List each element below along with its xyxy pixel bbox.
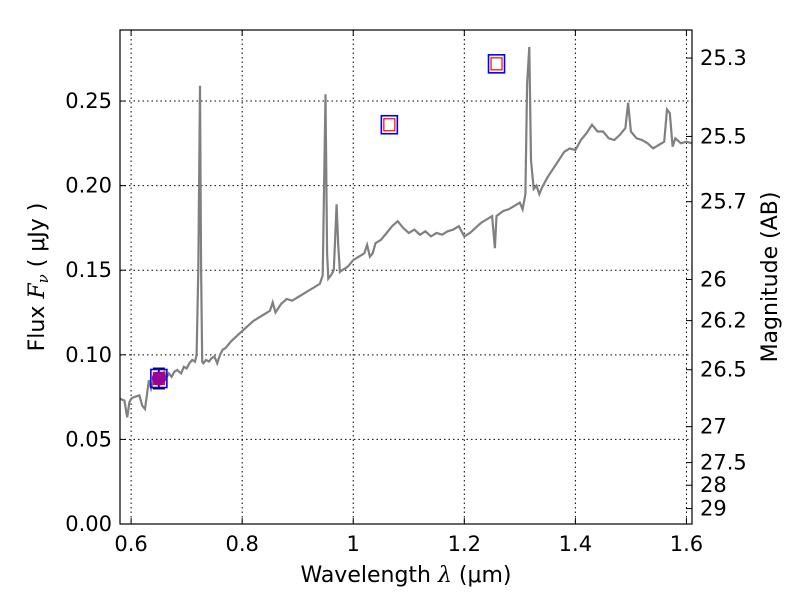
x-tick-label: 0.6 bbox=[114, 532, 147, 556]
x-tick-label: 1 bbox=[347, 532, 360, 556]
magnitude-tick-label: 29 bbox=[700, 497, 727, 521]
plot-frame bbox=[119, 29, 693, 525]
x-tick-label: 1.2 bbox=[448, 532, 481, 556]
magnitude-tick-label: 26 bbox=[700, 267, 727, 291]
y-tick-label: 0.15 bbox=[65, 258, 112, 282]
x-axis-ticks: 0.6 0.8 1 1.2 1.4 1.6 bbox=[114, 30, 703, 556]
spectrum-layer bbox=[119, 46, 693, 418]
photometry-markers bbox=[150, 54, 506, 390]
x-tick-label: 1.6 bbox=[670, 532, 703, 556]
magnitude-tick-label: 26.2 bbox=[700, 309, 747, 333]
y-axis-ticks: 0.00 0.05 0.10 0.15 0.20 0.25 bbox=[65, 89, 126, 536]
photometry-square-inner bbox=[490, 57, 503, 71]
y-tick-label: 0.25 bbox=[65, 89, 112, 113]
magnitude-tick-label: 25.5 bbox=[700, 124, 747, 148]
magnitude-tick-label: 28 bbox=[700, 473, 727, 497]
x-tick-label: 1.4 bbox=[559, 532, 592, 556]
photometry-square-outer bbox=[150, 368, 168, 389]
photometry-square-inner bbox=[383, 118, 396, 132]
magnitude-tick-label: 25.3 bbox=[700, 46, 747, 70]
y-tick-label: 0.00 bbox=[65, 512, 112, 536]
magnitude-tick-label: 26.5 bbox=[700, 358, 747, 382]
spectrum-series-line bbox=[119, 46, 693, 418]
y-tick-label: 0.20 bbox=[65, 174, 112, 198]
magnitude-tick-label: 27.5 bbox=[700, 451, 747, 475]
magnitude-axis-label: Magnitude (AB) bbox=[758, 192, 783, 363]
photometry-point bbox=[151, 371, 166, 386]
y-axis-label: Flux Fν ( μJy ) bbox=[25, 203, 52, 352]
y-tick-label: 0.05 bbox=[65, 427, 112, 451]
photometry-square-outer bbox=[380, 114, 399, 135]
y-tick-label: 0.10 bbox=[65, 343, 112, 367]
x-axis-label: Wavelength λ (μm) bbox=[300, 563, 511, 588]
photometry-square-outer bbox=[487, 54, 506, 74]
magnitude-tick-label: 25.7 bbox=[700, 190, 747, 214]
grid-lines bbox=[120, 30, 692, 525]
x-tick-label: 0.8 bbox=[225, 532, 258, 556]
magnitude-tick-label: 27 bbox=[700, 415, 727, 439]
